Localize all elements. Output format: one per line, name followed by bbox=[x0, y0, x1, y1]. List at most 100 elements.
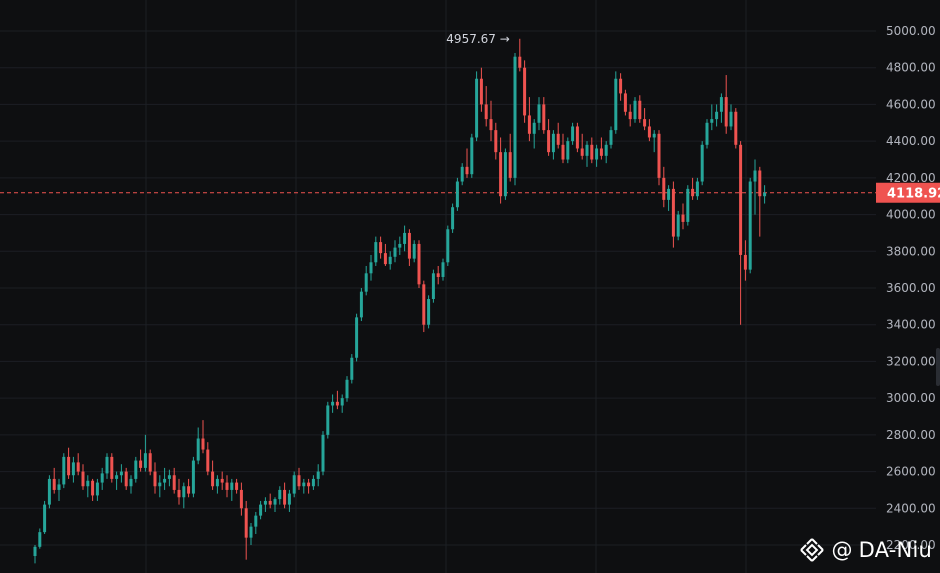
candle bbox=[71, 456, 75, 483]
candle-body bbox=[604, 144, 608, 156]
candle bbox=[139, 449, 143, 472]
candle-body bbox=[326, 405, 330, 435]
candle-body bbox=[283, 489, 287, 505]
candle bbox=[724, 75, 728, 134]
candle-body bbox=[225, 482, 229, 490]
candle bbox=[57, 478, 61, 501]
candles bbox=[33, 38, 767, 564]
candle-body bbox=[715, 111, 719, 120]
candle-body bbox=[647, 126, 651, 138]
candle bbox=[652, 130, 656, 153]
candle-body bbox=[321, 434, 325, 472]
candle bbox=[383, 243, 387, 266]
candle-body bbox=[388, 256, 392, 265]
candle bbox=[398, 236, 402, 255]
candle-body bbox=[71, 462, 75, 476]
candle-body bbox=[652, 133, 656, 138]
candle bbox=[729, 104, 733, 131]
candle bbox=[585, 141, 589, 167]
candle-body bbox=[244, 508, 248, 538]
candle bbox=[465, 148, 469, 178]
candle-body bbox=[556, 133, 560, 145]
candle-body bbox=[359, 291, 363, 318]
candle-body bbox=[167, 475, 171, 479]
candle-body bbox=[734, 111, 738, 145]
candle-body bbox=[686, 188, 690, 222]
candle bbox=[619, 73, 623, 101]
candle-body bbox=[163, 478, 167, 483]
candle bbox=[393, 240, 397, 263]
candle-body bbox=[100, 473, 104, 483]
candle-body bbox=[47, 478, 51, 505]
candle-body bbox=[67, 456, 71, 476]
candle-body bbox=[153, 471, 157, 487]
candle-body bbox=[201, 438, 205, 450]
candle bbox=[153, 462, 157, 494]
candle-body bbox=[628, 111, 632, 120]
candle-body bbox=[115, 475, 119, 479]
candle bbox=[460, 163, 464, 186]
candle bbox=[407, 229, 411, 266]
candle bbox=[412, 240, 416, 263]
candle-body bbox=[623, 93, 627, 112]
candle-body bbox=[364, 273, 368, 292]
y-tick-label: 4400.00 bbox=[886, 134, 936, 148]
candle-body bbox=[273, 499, 277, 505]
candle-body bbox=[499, 152, 503, 197]
candle bbox=[86, 475, 90, 498]
candle-body bbox=[614, 78, 618, 131]
candle bbox=[532, 119, 536, 149]
candle bbox=[259, 500, 263, 520]
candle-body bbox=[479, 78, 483, 105]
candle bbox=[220, 471, 224, 490]
candle-body bbox=[235, 482, 239, 490]
candle-body bbox=[134, 460, 138, 479]
candle-body bbox=[124, 471, 128, 487]
candle-body bbox=[503, 152, 507, 197]
candle-body bbox=[412, 243, 416, 259]
candle bbox=[638, 95, 642, 123]
candle bbox=[566, 137, 570, 164]
watermark: @ DA-Niu bbox=[799, 537, 932, 563]
candle-body bbox=[345, 379, 349, 399]
current-price-badge-bg bbox=[876, 182, 940, 203]
candle bbox=[763, 185, 767, 204]
candle-body bbox=[753, 170, 757, 182]
candle-body bbox=[268, 500, 272, 505]
candle bbox=[753, 159, 757, 215]
candle bbox=[177, 478, 181, 505]
candle bbox=[681, 203, 685, 230]
candle bbox=[76, 453, 80, 476]
candle bbox=[196, 427, 200, 465]
candle bbox=[647, 119, 651, 142]
candle-body bbox=[129, 478, 133, 487]
candle bbox=[691, 177, 695, 200]
candle bbox=[134, 456, 138, 483]
candle bbox=[335, 390, 339, 410]
candle bbox=[321, 431, 325, 476]
candle-body bbox=[254, 515, 258, 527]
candle-body bbox=[335, 401, 339, 406]
candle bbox=[657, 130, 661, 186]
candle-body bbox=[662, 177, 666, 200]
candle-body bbox=[542, 104, 546, 131]
candle bbox=[158, 475, 162, 498]
candle-body bbox=[81, 471, 85, 487]
candle-body bbox=[700, 144, 704, 182]
y-tick-label: 2400.00 bbox=[886, 501, 936, 515]
candle-body bbox=[475, 78, 479, 138]
candle-body bbox=[230, 482, 234, 490]
candle bbox=[388, 251, 392, 270]
price-axis[interactable]: 5000.00 4800.00 4600.00 4400.00 4200.00 4000.… bbox=[886, 24, 936, 552]
candle-body bbox=[571, 126, 575, 142]
candle bbox=[225, 475, 229, 498]
current-price-label: 4118.92 bbox=[887, 187, 940, 202]
candle bbox=[119, 464, 123, 483]
candle bbox=[436, 265, 440, 285]
price-scale-handle[interactable] bbox=[936, 348, 940, 386]
candle-body bbox=[403, 232, 407, 244]
candle-body bbox=[657, 133, 661, 178]
candle bbox=[628, 104, 632, 127]
candle-body bbox=[105, 456, 109, 474]
